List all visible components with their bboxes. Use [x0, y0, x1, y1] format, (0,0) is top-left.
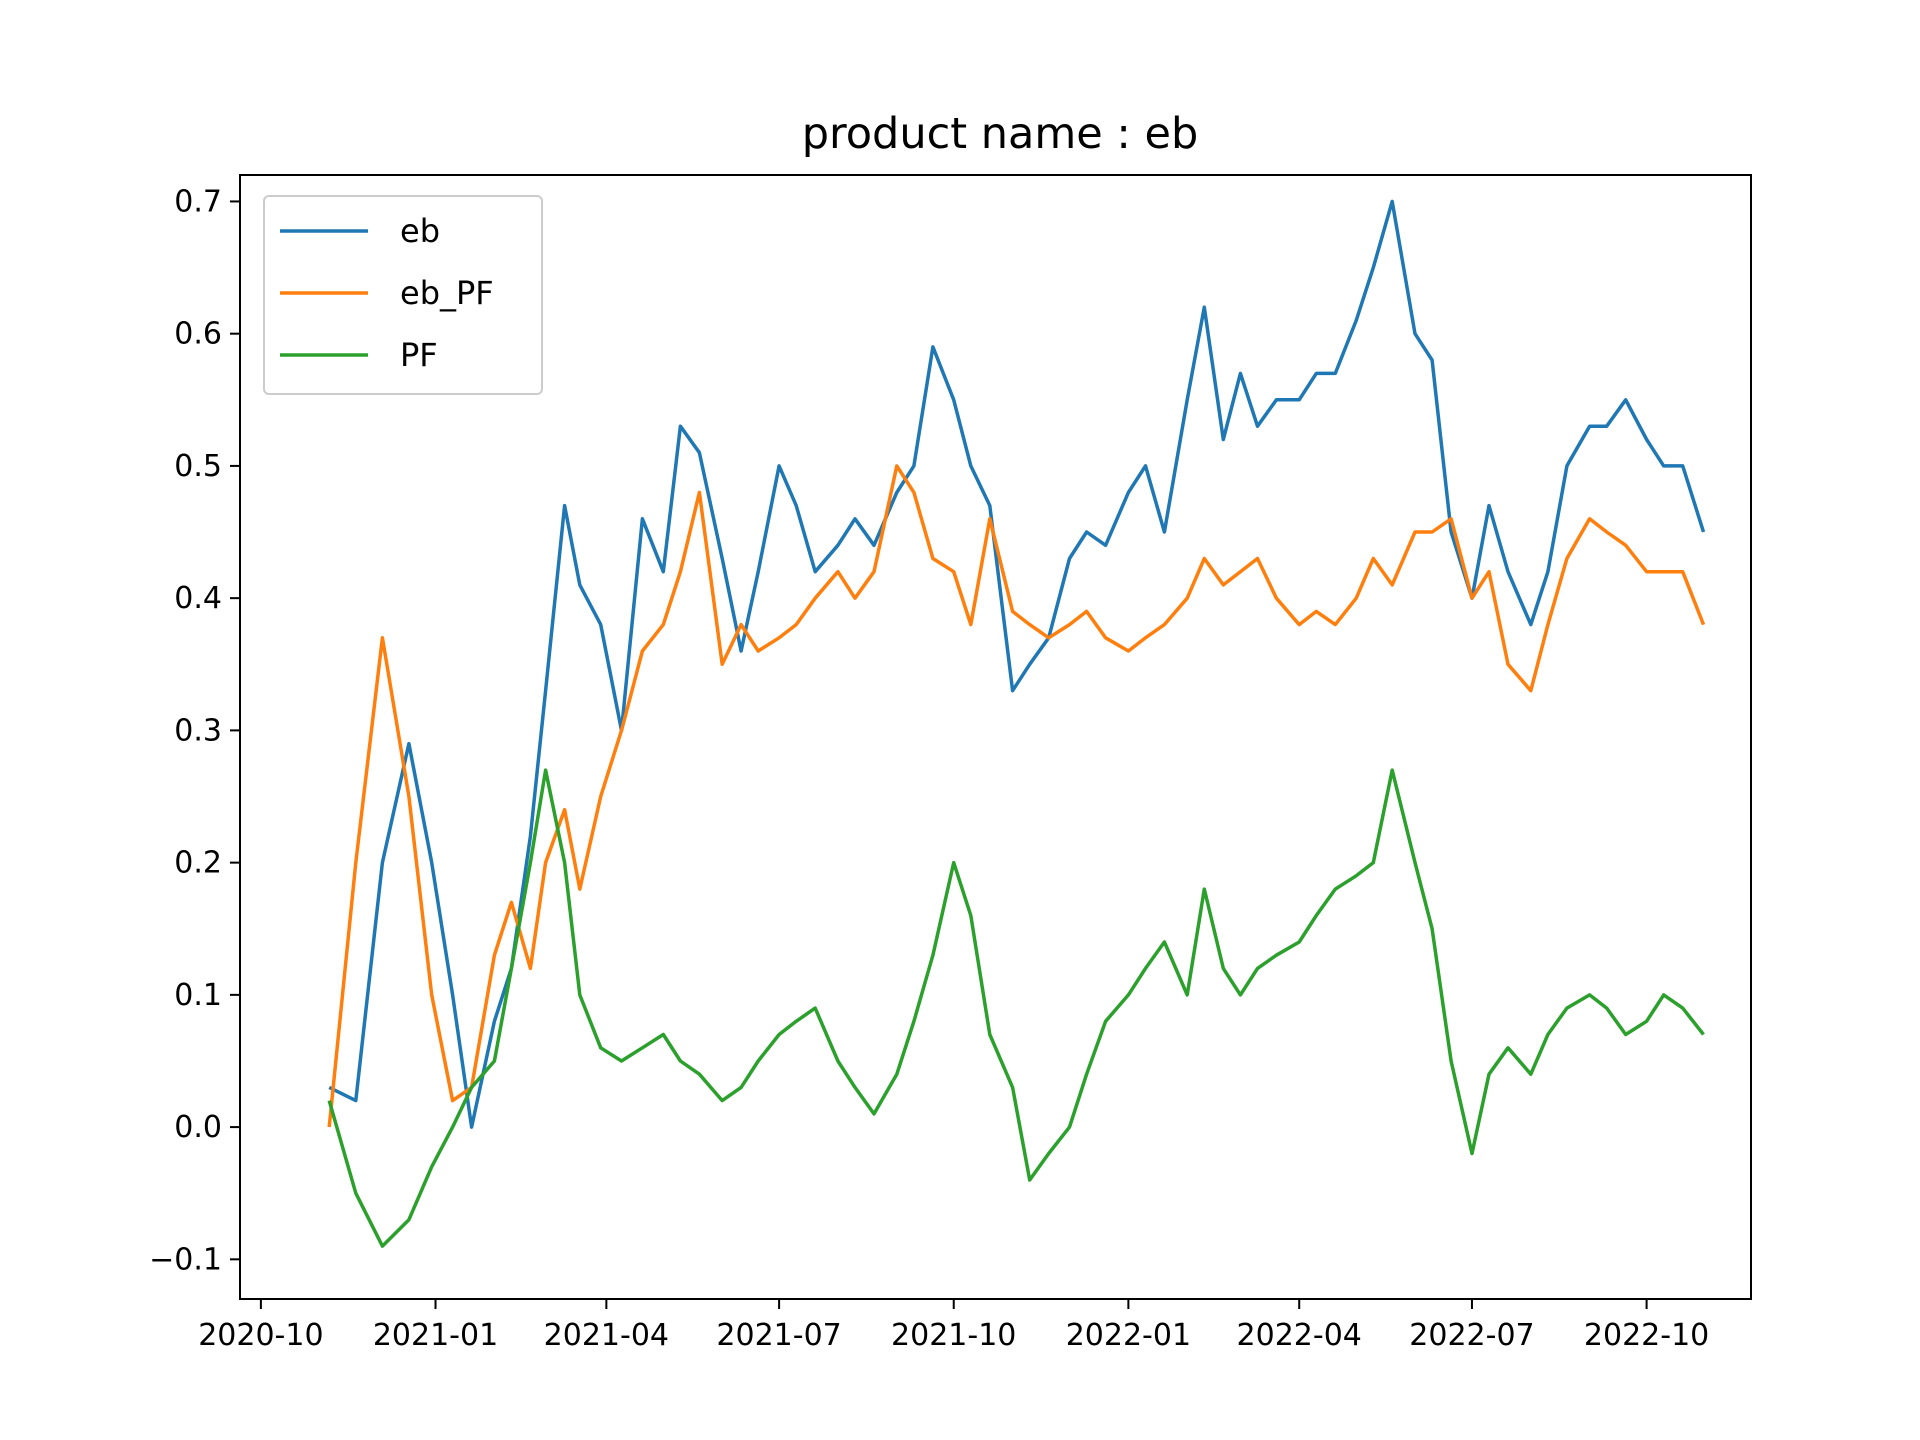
- series-line-pf: [327, 768, 1705, 1248]
- x-tick-label: 2021-04: [544, 1318, 669, 1353]
- legend: eb eb_PF PF: [263, 195, 543, 395]
- y-tick-label: 0.2: [174, 846, 222, 881]
- series-line-eb-pf: [327, 464, 1706, 1128]
- x-tick-label: 2021-01: [373, 1318, 498, 1353]
- legend-box: [263, 195, 543, 395]
- y-tick-label: −0.1: [149, 1242, 222, 1277]
- x-tick-label: 2022-07: [1409, 1318, 1534, 1353]
- y-tick-label: 0.6: [174, 317, 222, 352]
- y-tick-label: 0.3: [174, 713, 222, 748]
- x-tick-label: 2022-01: [1066, 1318, 1191, 1353]
- legend-label: PF: [400, 336, 438, 374]
- chart-title: product name : eb: [802, 109, 1199, 159]
- plot-area: [327, 199, 1706, 1248]
- legend-label: eb_PF: [400, 274, 494, 312]
- legend-label: eb: [400, 212, 440, 250]
- x-tick-label: 2021-07: [716, 1318, 841, 1353]
- y-tick-label: 0.5: [174, 449, 222, 484]
- axes: 2020-10 2021-01 2021-04 2021-07 2021-10 2022-…: [149, 184, 1709, 1353]
- series-line-eb: [328, 199, 1706, 1129]
- y-tick-label: 0.4: [174, 581, 222, 616]
- x-tick-label: 2020-10: [198, 1318, 323, 1353]
- x-tick-label: 2022-10: [1584, 1318, 1709, 1353]
- y-tick-label: 0.0: [174, 1110, 222, 1145]
- y-tick-label: 0.1: [174, 978, 222, 1013]
- x-tick-label: 2022-04: [1237, 1318, 1362, 1353]
- y-tick-label: 0.7: [174, 184, 222, 219]
- x-tick-label: 2021-10: [891, 1318, 1016, 1353]
- axes-frame: [239, 174, 1752, 1300]
